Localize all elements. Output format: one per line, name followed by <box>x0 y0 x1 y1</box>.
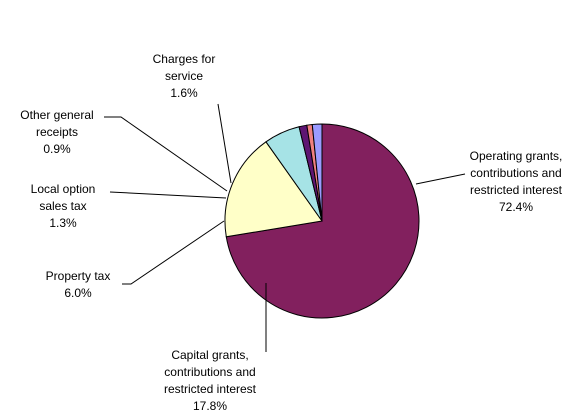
label-property-line-1: Property tax <box>46 269 111 283</box>
leader-line-other-general <box>104 116 228 192</box>
label-local-option-value: 1.3% <box>49 216 77 230</box>
leader-line-operating <box>415 173 466 185</box>
label-local-option-line-2: sales tax <box>39 199 86 213</box>
label-other-general: Other general receipts 0.9% <box>20 108 93 156</box>
pie-slice-operating <box>225 123 420 319</box>
label-capital: Capital grants, contributions and restri… <box>164 348 257 413</box>
label-property-value: 6.0% <box>64 286 92 300</box>
label-capital-value: 17.8% <box>193 399 227 413</box>
leader-line-charges <box>217 103 232 184</box>
pie-slice-charges <box>311 123 323 222</box>
label-operating-line-2: contributions and <box>470 166 561 180</box>
label-charges-line-2: service <box>165 69 203 83</box>
label-operating: Operating grants, contributions and rest… <box>470 149 563 214</box>
leader-line-property <box>122 220 225 285</box>
label-operating-line-1: Operating grants, <box>470 149 563 163</box>
pie-slice-capital <box>224 141 323 238</box>
label-other-general-value: 0.9% <box>43 142 71 156</box>
label-capital-line-2: contributions and <box>164 365 255 379</box>
label-charges: Charges for service 1.6% <box>153 52 216 100</box>
label-operating-value: 72.4% <box>499 200 533 214</box>
label-local-option: Local option sales tax 1.3% <box>31 182 96 230</box>
label-capital-line-1: Capital grants, <box>171 348 248 362</box>
label-local-option-line-1: Local option <box>31 182 96 196</box>
leader-lines <box>104 103 466 352</box>
label-other-general-line-1: Other general <box>20 108 93 122</box>
label-property: Property tax 6.0% <box>46 269 111 300</box>
label-other-general-line-2: receipts <box>36 125 78 139</box>
label-capital-line-3: restricted interest <box>164 382 257 396</box>
pie-slices <box>224 123 420 319</box>
label-charges-line-1: Charges for <box>153 52 216 66</box>
label-operating-line-3: restricted interest <box>470 183 563 197</box>
label-charges-value: 1.6% <box>170 86 198 100</box>
leader-line-local-option <box>109 191 227 199</box>
